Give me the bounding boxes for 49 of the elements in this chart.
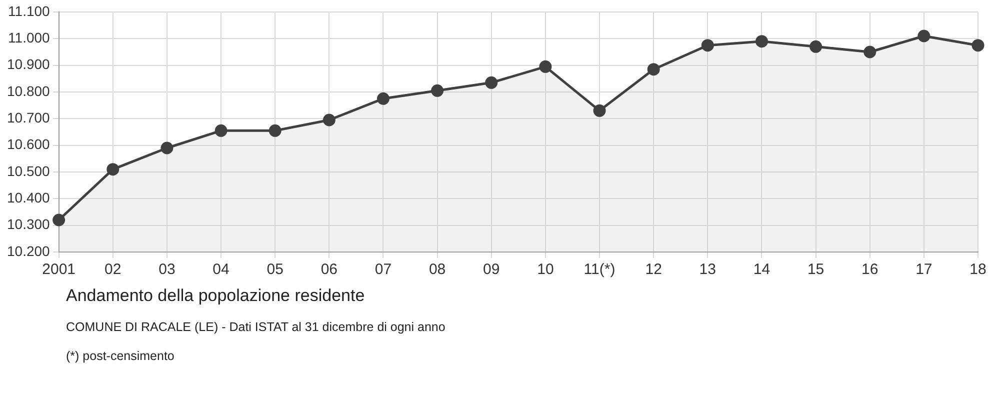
point <box>160 142 174 154</box>
point <box>322 114 336 126</box>
point <box>431 84 444 97</box>
point <box>810 40 822 53</box>
x-tick-label: 07 <box>374 261 392 278</box>
point <box>864 46 876 58</box>
x-tick-label: 06 <box>320 261 338 278</box>
x-tick-label: 09 <box>483 261 500 278</box>
point <box>593 104 606 117</box>
point <box>972 39 984 52</box>
point <box>485 76 498 89</box>
y-tick-label: 10.500 <box>6 162 50 179</box>
x-tick-label: 18 <box>970 261 986 278</box>
x-tick-label: 04 <box>212 261 230 278</box>
point <box>214 124 228 137</box>
y-tick-label: 11.100 <box>8 2 50 19</box>
text: (*) post-censimento <box>66 349 174 363</box>
y-tick-label: 10.800 <box>6 82 50 99</box>
y-tick-label: 11.000 <box>8 30 50 46</box>
x-tick-label: 05 <box>266 261 284 278</box>
point <box>268 124 282 137</box>
x-tick-label: 11(*) <box>584 261 616 278</box>
x-tick-label: 08 <box>428 261 446 278</box>
point <box>918 30 930 42</box>
point <box>106 163 120 176</box>
x-tick-label: 16 <box>862 261 878 278</box>
y-tick-label: 10.300 <box>6 216 50 232</box>
x-tick-label: 14 <box>753 261 770 278</box>
x-tick-label: 12 <box>645 261 662 278</box>
y-tick-label: 10.900 <box>6 56 50 72</box>
x-tick-label: 03 <box>158 261 176 278</box>
x-tick-label: 17 <box>916 261 932 278</box>
point <box>52 214 66 226</box>
x-tick-label: 2001 <box>42 261 76 278</box>
point <box>701 39 714 52</box>
point <box>755 35 768 48</box>
x-tick-label: 15 <box>807 261 824 278</box>
x-tick-label: 13 <box>699 261 716 278</box>
text: Andamento della popolazione residente <box>66 286 365 306</box>
y-tick-label: 10.400 <box>6 190 50 206</box>
text: COMUNE DI RACALE (LE) - Dati ISTAT al 31 dicembre di ogni anno <box>66 320 446 334</box>
y-tick-label: 10.600 <box>6 136 50 152</box>
x-tick-label: 10 <box>537 261 554 278</box>
point <box>376 92 390 105</box>
point <box>539 60 552 73</box>
x-tick-label: 02 <box>104 261 122 278</box>
y-tick-label: 10.200 <box>6 242 50 259</box>
point <box>647 63 660 76</box>
y-tick-label: 10.700 <box>6 110 50 126</box>
